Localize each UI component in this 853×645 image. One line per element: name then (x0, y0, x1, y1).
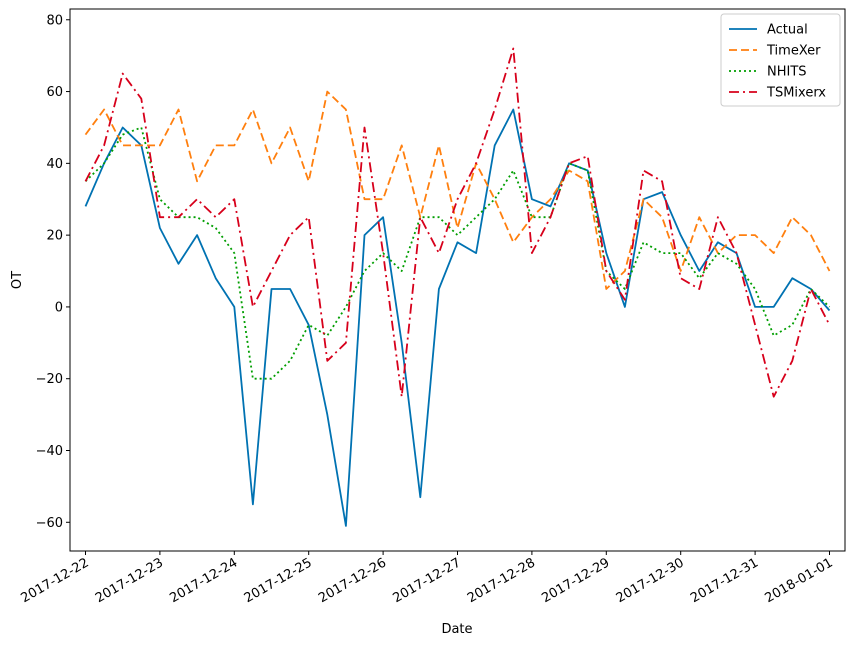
legend: Actual TimeXer NHITS TSMixerx (720, 13, 841, 107)
y-tick-label: −20 (36, 372, 63, 387)
y-tick-label: 60 (46, 85, 63, 100)
x-axis-title: Date (441, 622, 472, 637)
y-axis: −60 −40 −20 0 20 40 60 80 (36, 13, 70, 531)
y-tick-label: 20 (46, 229, 63, 244)
y-tick-label: 80 (46, 13, 63, 28)
series-layer (84, 47, 831, 527)
legend-label-timexer: TimeXer (766, 44, 821, 59)
series-line-tsmixerx (84, 47, 831, 398)
y-axis-title: OT (10, 271, 25, 289)
y-tick-label: 0 (55, 300, 63, 315)
y-tick-label: −40 (36, 444, 63, 459)
y-tick-label: 40 (46, 157, 63, 172)
series-line-actual (84, 108, 831, 527)
legend-label-tsmixerx: TSMixerx (766, 86, 826, 101)
series-line-timexer (84, 90, 831, 290)
legend-label-nhits: NHITS (767, 65, 807, 80)
y-tick-label: −60 (36, 516, 63, 531)
legend-box (720, 13, 841, 107)
legend-label-actual: Actual (767, 23, 808, 38)
